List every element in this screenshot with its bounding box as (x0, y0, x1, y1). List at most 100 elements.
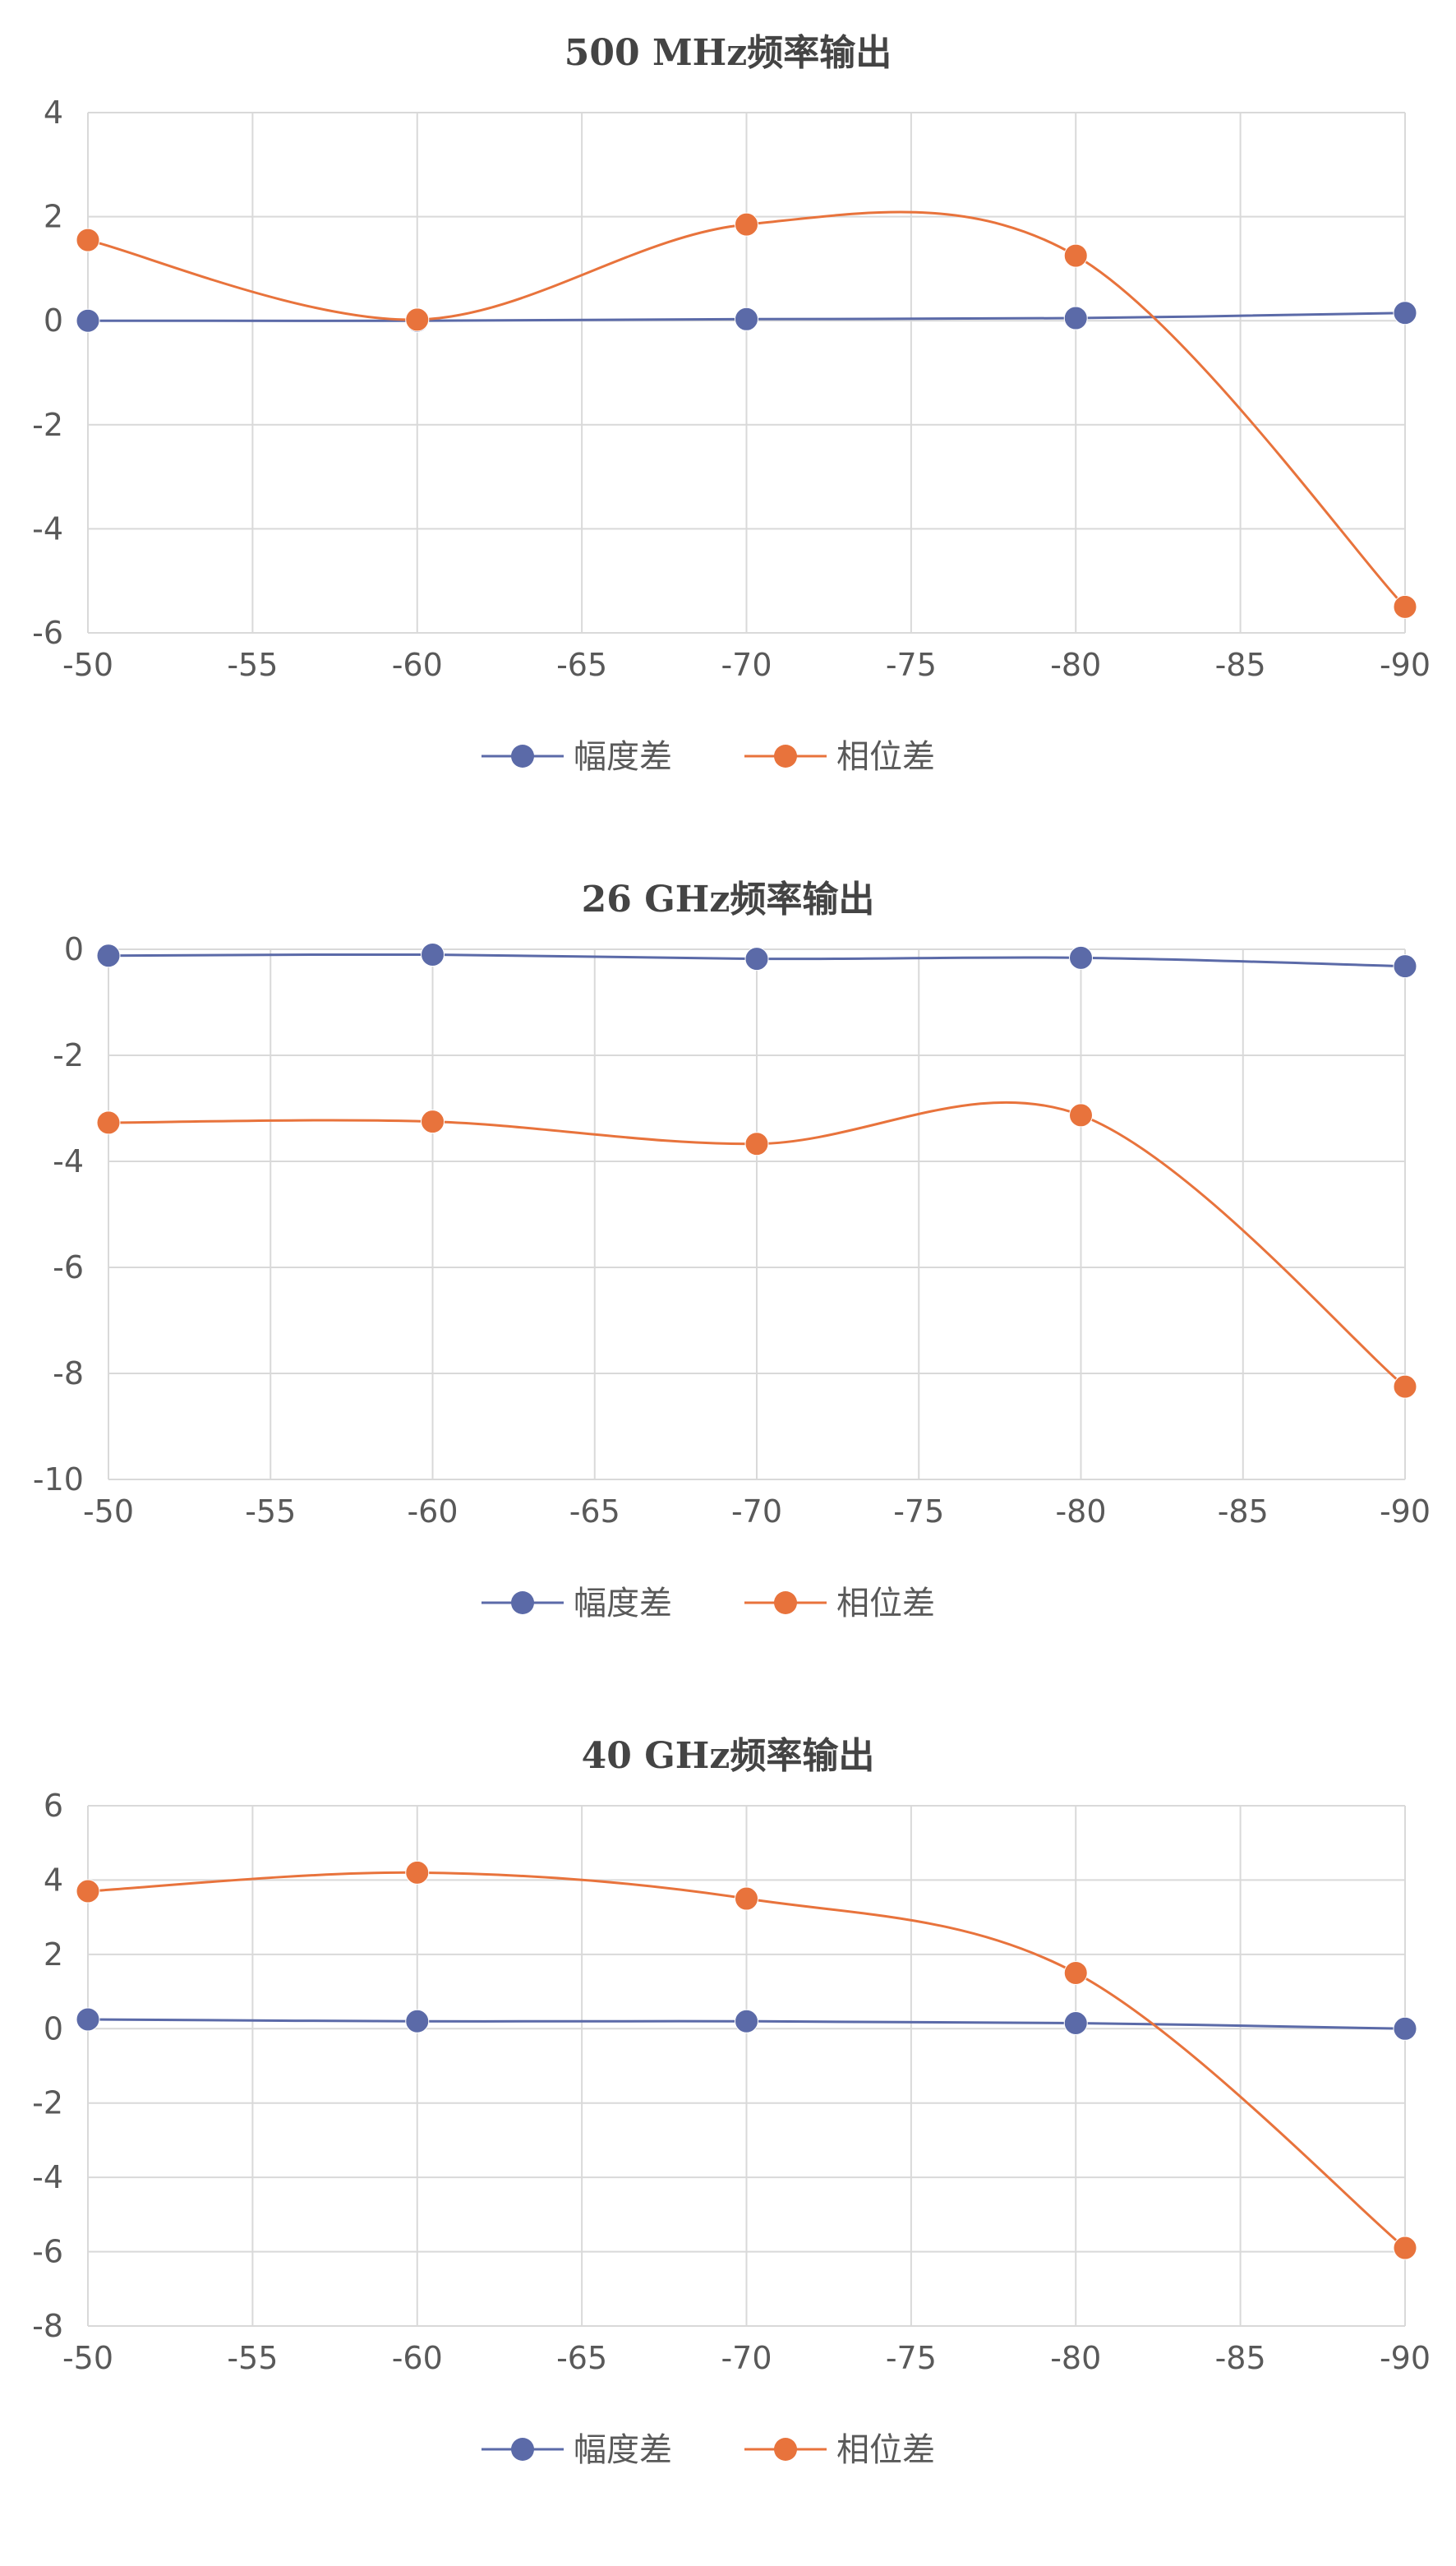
data-point (76, 1879, 100, 1904)
series-line (87, 210, 1407, 608)
data-point (421, 1110, 445, 1134)
x-tick-label: -65 (556, 647, 607, 683)
y-tick-label: 0 (44, 302, 63, 339)
data-point (744, 1132, 769, 1156)
data-point (405, 1860, 430, 1885)
data-point (1063, 306, 1088, 330)
chart-title: 500 MHz频率输出 (564, 32, 892, 74)
data-point (1069, 1103, 1093, 1128)
data-point (1063, 243, 1088, 268)
legend-label: 幅度差 (574, 1585, 672, 1622)
data-point (735, 1886, 758, 1911)
x-tick-label: -70 (731, 1493, 782, 1530)
legend-label: 幅度差 (574, 738, 672, 776)
legend-label: 相位差 (836, 1585, 935, 1622)
series-line (108, 1101, 1406, 1388)
chart-title: 40 GHz频率输出 (581, 1735, 875, 1777)
x-tick-label: -60 (392, 2340, 443, 2376)
y-tick-label: 6 (44, 1788, 63, 1824)
y-tick-label: -2 (32, 2085, 63, 2121)
data-point (1393, 954, 1417, 979)
data-point (1063, 1960, 1088, 1985)
x-tick-label: -75 (886, 2340, 937, 2376)
y-tick-label: 4 (44, 1862, 63, 1898)
x-tick-label: -85 (1215, 647, 1266, 683)
x-tick-label: -90 (1380, 647, 1431, 683)
legend-label: 相位差 (836, 2431, 935, 2469)
legend-marker (511, 2438, 534, 2461)
x-tick-label: -90 (1380, 1493, 1431, 1530)
chart-40ghz-plot: 6 4 2 0 -2 -4 -6 -8-50 -55 -60 -65 -70 -75 -80 -85 -90 幅… (32, 1788, 1431, 2469)
x-tick-label: -55 (245, 1493, 296, 1530)
x-tick-label: -75 (893, 1493, 944, 1530)
chart-title: 26 GHz频率输出 (581, 879, 875, 921)
x-tick-label: -50 (83, 1493, 134, 1530)
legend-marker (774, 2438, 797, 2461)
data-point (76, 228, 100, 252)
y-tick-label: -4 (32, 510, 63, 547)
x-tick-label: -55 (227, 647, 278, 683)
x-tick-label: -65 (556, 2340, 607, 2376)
y-tick-label: 2 (44, 1936, 63, 1973)
legend-label: 幅度差 (574, 2431, 672, 2469)
x-tick-label: -75 (886, 647, 937, 683)
x-tick-label: -60 (392, 647, 443, 683)
data-point (1393, 1374, 1417, 1399)
x-tick-label: -85 (1218, 1493, 1269, 1530)
data-point (96, 1110, 121, 1135)
data-point (76, 308, 100, 333)
x-tick-label: -80 (1050, 2340, 1101, 2376)
x-tick-label: -85 (1215, 2340, 1266, 2376)
data-point (1393, 301, 1417, 325)
y-tick-label: -2 (32, 407, 63, 443)
x-tick-label: -70 (721, 647, 772, 683)
y-tick-label: 2 (44, 199, 63, 235)
chart-500mhz: 500 MHz频率输出 4 2 0 -2 -4 -6 -50 -55 -60 -65 -70 -75 -… (0, 0, 1456, 847)
y-tick-label: -8 (53, 1355, 84, 1391)
chart-26ghz-plot: 0 -2 -4 -6 -8 -10-50 -55 -60 -65 -70 -75 -80 -85 -90 幅… (33, 931, 1431, 1622)
y-tick-label: -6 (53, 1249, 84, 1285)
y-tick-label: -10 (33, 1461, 84, 1498)
x-tick-label: -80 (1055, 1493, 1106, 1530)
x-tick-label: -90 (1380, 2340, 1431, 2376)
chart-26ghz: 26 GHz频率输出 0 -2 -4 -6 -8 -10 -50 -55 -60 -65 -70 -7… (0, 847, 1456, 1693)
chart-500mhz-plot: 4 2 0 -2 -4 -6-50 -55 -60 -65 -70 -75 -80 -85 -90 幅度差 相… (32, 95, 1431, 776)
data-point (1393, 594, 1417, 619)
data-point (405, 307, 430, 332)
data-point (735, 307, 758, 331)
x-tick-label: -50 (62, 2340, 113, 2376)
data-point (96, 944, 121, 968)
x-tick-label: -60 (407, 1493, 458, 1530)
chart-stack: 500 MHz频率输出 4 2 0 -2 -4 -6 -50 -55 -60 -65 -70 -75-… (0, 0, 1456, 2483)
y-tick-label: -2 (53, 1037, 84, 1073)
data-point (735, 2009, 758, 2033)
x-tick-label: -65 (569, 1493, 620, 1530)
data-point (76, 2007, 100, 2032)
y-tick-label: 4 (44, 95, 63, 131)
y-tick-label: -4 (53, 1143, 84, 1179)
data-point (1393, 2016, 1417, 2041)
y-tick-label: 0 (64, 931, 84, 967)
y-tick-label: -6 (32, 2234, 63, 2270)
chart-40ghz: 40 GHz频率输出 6 4 2 0 -2 -4 -6 -8 -50 -55 -60 -65 -70 -7… (0, 1703, 1456, 2483)
x-tick-label: -55 (227, 2340, 278, 2376)
data-point (735, 212, 758, 237)
y-tick-label: 0 (44, 2010, 63, 2047)
legend-marker (511, 1591, 534, 1614)
data-point (421, 942, 445, 967)
y-tick-label: -8 (32, 2308, 63, 2344)
data-point (405, 2009, 430, 2033)
x-tick-label: -50 (62, 647, 113, 683)
data-point (744, 947, 769, 971)
data-point (1393, 2236, 1417, 2260)
x-tick-label: -80 (1050, 647, 1101, 683)
data-point (1063, 2011, 1088, 2036)
legend-marker (774, 1591, 797, 1614)
y-tick-label: -6 (32, 615, 63, 651)
data-point (1069, 945, 1093, 970)
legend-label: 相位差 (836, 738, 935, 776)
legend-marker (511, 745, 534, 768)
y-tick-label: -4 (32, 2159, 63, 2195)
x-tick-label: -70 (721, 2340, 772, 2376)
legend-marker (774, 745, 797, 768)
